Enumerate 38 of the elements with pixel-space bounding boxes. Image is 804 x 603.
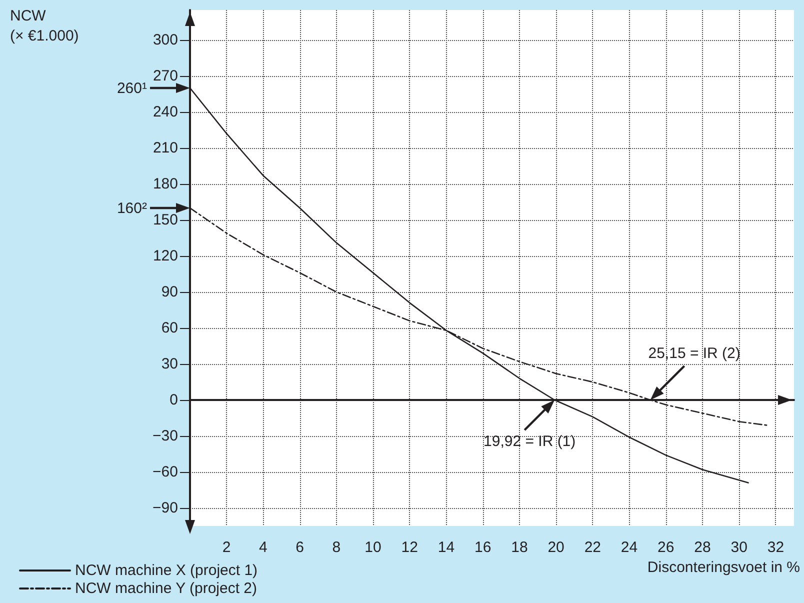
x-tick-label: 22 (584, 539, 602, 556)
x-tick-label: 24 (620, 539, 638, 556)
y-tick-label: 90 (161, 284, 178, 300)
y-tick-label: 30 (161, 356, 178, 372)
x-tick-label: 8 (332, 539, 341, 556)
y-tick-label: 270 (152, 68, 178, 84)
annotation: 260¹ (116, 80, 147, 97)
x-tick-label: 2 (222, 539, 231, 556)
x-axis-title: Disconteringsvoet in % (647, 559, 800, 576)
x-tick-label: 30 (730, 539, 748, 556)
legend-label: NCW machine X (project 1) (75, 562, 258, 579)
y-tick-label: 0 (170, 392, 178, 408)
y-axis-title: NCW (× €1.000) (10, 8, 79, 44)
y-tick-label: 60 (161, 320, 178, 336)
y-tick-label: −30 (152, 428, 178, 444)
y-tick-label: 210 (152, 140, 178, 156)
x-tick-label: 12 (401, 539, 418, 556)
legend-label: NCW machine Y (project 2) (75, 580, 258, 597)
y-tick-label: 180 (152, 176, 178, 192)
y-tick-label: 120 (152, 248, 178, 264)
x-tick-label: 26 (658, 539, 674, 556)
annotation: 19,92 = IR (1) (484, 433, 576, 450)
y-tick-label: −60 (152, 464, 178, 480)
annotation: 25,15 = IR (2) (648, 345, 740, 362)
x-tick-label: 20 (548, 539, 564, 556)
y-tick-label: 300 (152, 32, 178, 48)
x-tick-label: 10 (364, 539, 382, 556)
y-tick-label: 150 (152, 212, 178, 228)
x-tick-label: 6 (296, 539, 304, 556)
x-tick-label: 32 (767, 539, 784, 556)
x-tick-label: 16 (474, 539, 492, 556)
x-tick-label: 14 (438, 539, 455, 556)
annotation: 160² (116, 200, 147, 217)
x-tick-label: 28 (694, 539, 711, 556)
x-tick-label: 4 (259, 539, 268, 556)
y-tick-label: 240 (152, 104, 178, 120)
x-tick-label: 18 (511, 539, 528, 556)
y-tick-label: −90 (152, 500, 178, 516)
